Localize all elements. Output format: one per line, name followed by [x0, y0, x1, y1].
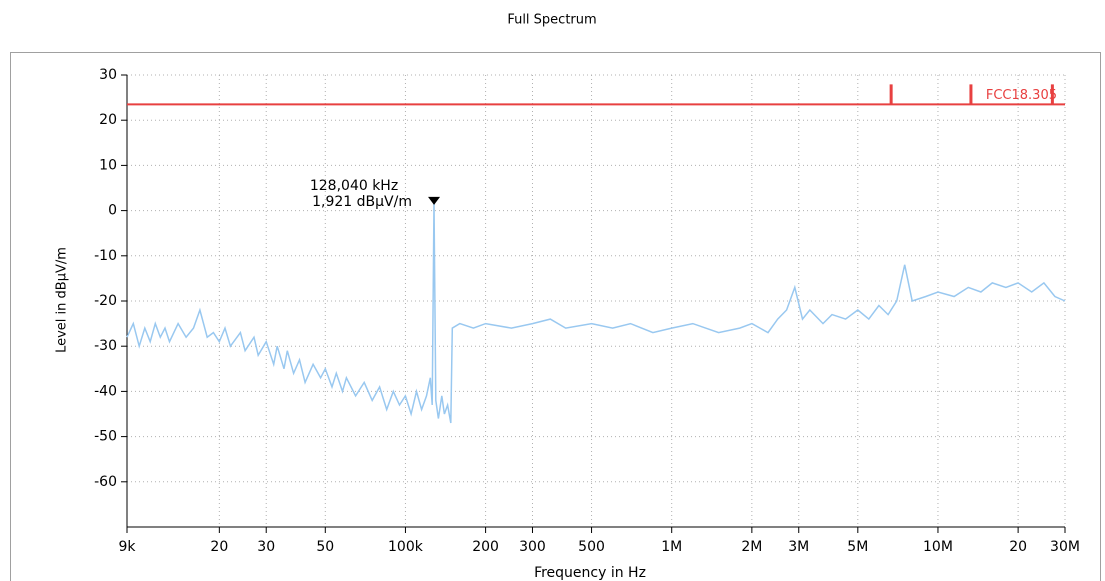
x-tick-label: 20 — [1009, 539, 1027, 555]
x-tick-label: 30 — [257, 539, 275, 555]
x-tick-label: 50 — [316, 539, 334, 555]
x-tick-label: 300 — [519, 539, 546, 555]
chart-title: Full Spectrum — [507, 13, 596, 28]
x-tick-label: 1M — [661, 539, 682, 555]
y-tick-label: 10 — [99, 157, 117, 173]
y-tick-label: -10 — [94, 248, 117, 264]
y-axis-label: Level in dBµV/m — [55, 247, 70, 353]
x-tick-label: 10M — [923, 539, 953, 555]
x-tick-label: 30M — [1050, 539, 1080, 555]
x-tick-label: 200 — [472, 539, 499, 555]
spectrum-line — [126, 201, 1066, 424]
y-tick-label: 0 — [108, 203, 117, 219]
y-tick-label: -20 — [94, 293, 117, 309]
x-tick-label: 100k — [388, 539, 424, 555]
x-tick-label: 500 — [578, 539, 605, 555]
x-tick-label: 9k — [118, 539, 136, 555]
y-tick-label: -40 — [94, 383, 117, 399]
y-tick-label: 20 — [99, 112, 117, 128]
y-tick-label: -50 — [94, 429, 117, 445]
limit-label: FCC18.305 — [986, 88, 1057, 103]
y-tick-label: -60 — [94, 474, 117, 490]
y-tick-label: 30 — [99, 67, 117, 83]
x-tick-label: 20 — [210, 539, 228, 555]
x-tick-label: 3M — [788, 539, 809, 555]
y-tick-label: -30 — [94, 338, 117, 354]
x-axis-label: Frequency in Hz — [534, 565, 646, 581]
peak-label-x: 128,040 kHz — [310, 178, 398, 194]
frame — [10, 52, 1101, 581]
peak-label-y: 1,921 dBµV/m — [312, 194, 412, 210]
x-tick-label: 2M — [741, 539, 762, 555]
x-tick-label: 5M — [847, 539, 868, 555]
peak-marker — [428, 196, 441, 205]
